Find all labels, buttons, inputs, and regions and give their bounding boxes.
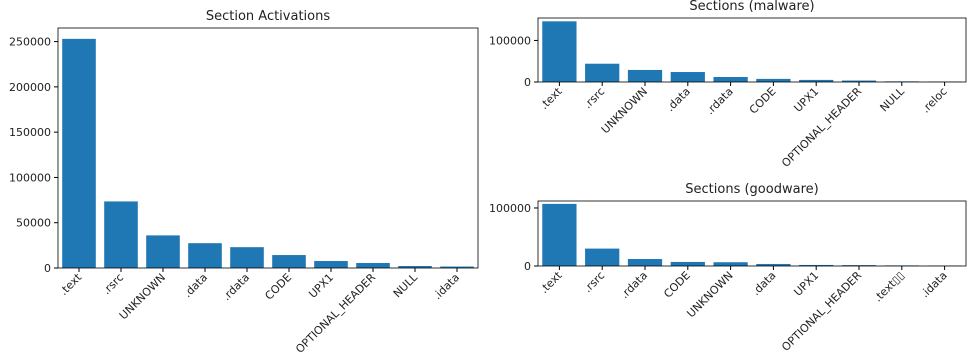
bar — [713, 77, 748, 82]
x-tick-label: CODE — [262, 271, 294, 303]
bar — [799, 264, 834, 266]
axes-frame — [57, 27, 479, 269]
x-tick-label: NULL — [391, 270, 421, 300]
x-tick-label: CODE — [661, 269, 693, 301]
x-tick-label: .text — [57, 270, 85, 298]
x-tick-label: .idata — [918, 269, 949, 300]
x-tick-label: UPX1 — [791, 269, 821, 299]
bar — [272, 255, 306, 268]
chart-title: Section Activations — [206, 9, 331, 24]
x-tick-label: .text▯▯ — [871, 269, 907, 305]
y-tick-label: 100000 — [9, 171, 51, 184]
bar — [230, 247, 264, 268]
x-tick-label: .rdata — [703, 85, 735, 117]
x-tick-label: NULL — [878, 84, 908, 114]
x-tick-label: OPTIONAL_HEADER — [779, 269, 864, 354]
x-tick-label: .rdata — [618, 269, 650, 301]
bar — [62, 38, 96, 269]
chart-title: Sections (malware) — [689, 0, 814, 14]
bar — [841, 80, 877, 82]
bar — [627, 259, 663, 266]
x-tick-label: UNKNOWN — [599, 85, 650, 136]
bar — [627, 69, 663, 82]
bar — [713, 262, 748, 266]
y-tick-label: 150000 — [9, 126, 51, 139]
axes-frame — [537, 200, 967, 267]
x-tick-label: UPX1 — [791, 85, 821, 115]
y-tick-label: 100000 — [489, 202, 531, 215]
bar — [542, 21, 577, 82]
x-tick-label: CODE — [747, 85, 779, 117]
x-tick-label: .rdata — [220, 271, 252, 303]
x-tick-label: .rsrc — [581, 269, 607, 295]
x-tick-label: OPTIONAL_HEADER — [293, 271, 378, 356]
y-tick-label: 0 — [524, 260, 531, 273]
x-tick-label: .idata — [431, 271, 462, 302]
x-tick-label: .data — [749, 269, 778, 298]
bar — [756, 78, 791, 82]
bar — [585, 63, 620, 82]
y-tick-label: 0 — [524, 76, 531, 89]
x-tick-label: .text — [537, 268, 565, 296]
y-tick-label: 0 — [44, 262, 51, 275]
y-tick-label: 250000 — [9, 36, 51, 49]
x-tick-label: .rsrc — [100, 271, 126, 297]
bar — [398, 266, 432, 268]
y-tick-label: 50000 — [16, 217, 51, 230]
bar — [314, 261, 348, 268]
x-tick-label: .reloc — [919, 85, 950, 116]
bar — [670, 261, 705, 266]
bar — [542, 203, 577, 266]
x-tick-label: .data — [664, 85, 693, 114]
chart-title: Sections (goodware) — [685, 182, 818, 197]
x-tick-label: .data — [181, 271, 210, 300]
bar — [146, 235, 180, 268]
x-tick-label: .rsrc — [581, 85, 607, 111]
x-tick-label: UNKNOWN — [684, 269, 735, 320]
y-tick-label: 100000 — [489, 34, 531, 47]
axes-frame — [537, 17, 967, 83]
bar — [756, 263, 791, 266]
x-tick-label: UPX1 — [306, 271, 336, 301]
bar — [440, 266, 474, 268]
bar — [670, 72, 705, 82]
bar — [841, 265, 877, 266]
bar — [104, 201, 138, 268]
bar — [188, 243, 222, 268]
x-tick-label: .text — [537, 84, 565, 112]
bar — [799, 79, 834, 82]
y-tick-label: 200000 — [9, 81, 51, 94]
x-tick-label: OPTIONAL_HEADER — [779, 85, 864, 170]
bar — [356, 263, 390, 268]
bar — [585, 248, 620, 266]
